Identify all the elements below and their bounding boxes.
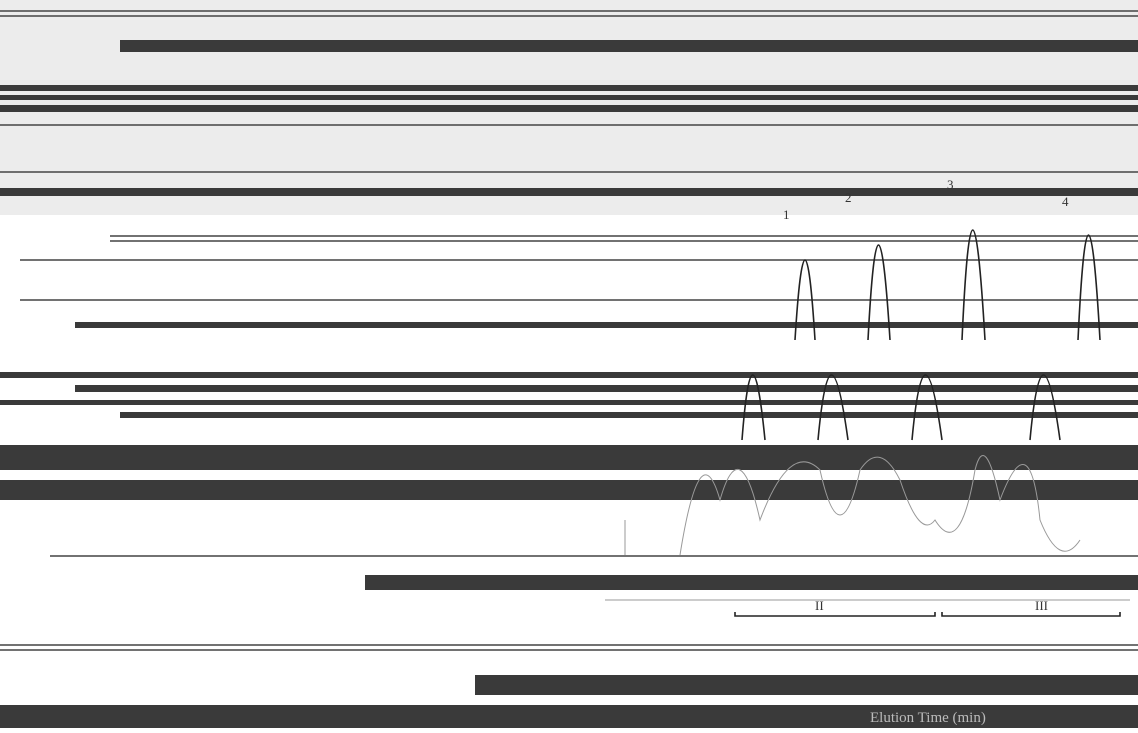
bracket-label: III <box>1035 598 1048 613</box>
peak-label: 4 <box>1062 194 1069 209</box>
peak-label: 3 <box>947 177 954 192</box>
peaks <box>605 229 1130 601</box>
brackets <box>734 612 1121 617</box>
scan-lines <box>0 10 1138 728</box>
peak-label: 1 <box>783 207 790 222</box>
peak-label: 2 <box>845 190 852 205</box>
axis-label: Elution Time (min) <box>870 710 986 726</box>
bracket-label: II <box>815 598 824 613</box>
